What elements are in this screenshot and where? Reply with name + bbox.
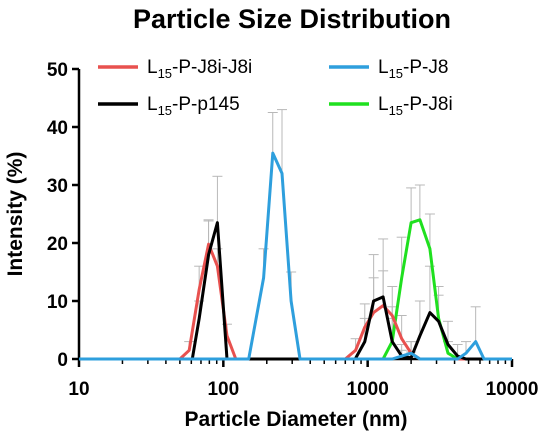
legend-label: L15-P-J8i xyxy=(378,94,453,118)
x-tick-label: 1000 xyxy=(347,379,389,400)
y-ticks: 0 10 20 30 40 50 xyxy=(47,60,79,371)
y-tick-label: 20 xyxy=(47,234,68,255)
x-axis-label: Particle Diameter (nm) xyxy=(185,408,408,431)
series-line xyxy=(79,221,512,361)
legend-label: L15-P-J8 xyxy=(378,57,448,81)
y-tick-label: 50 xyxy=(47,60,68,81)
x-ticks: 10 100 1000 10000 xyxy=(68,359,538,400)
legend-label: L15-P-p145 xyxy=(147,94,240,118)
series-line xyxy=(79,151,512,361)
chart-title: Particle Size Distribution xyxy=(133,4,451,34)
y-tick-label: 0 xyxy=(57,350,68,371)
y-tick-label: 10 xyxy=(47,292,68,313)
y-tick-label: 40 xyxy=(47,118,68,139)
series-lines xyxy=(79,151,512,361)
x-tick-label: 10 xyxy=(68,379,89,400)
y-axis-label: Intensity (%) xyxy=(4,152,27,277)
series-line xyxy=(79,218,512,361)
x-tick-label: 100 xyxy=(207,379,239,400)
y-tick-label: 30 xyxy=(47,176,68,197)
series-line xyxy=(79,242,512,361)
legend: L15-P-J8i-J8i L15-P-p145 L15-P-J8 L15-P-J8i xyxy=(98,57,453,118)
legend-label: L15-P-J8i-J8i xyxy=(147,57,252,81)
x-tick-label: 10000 xyxy=(486,379,539,400)
